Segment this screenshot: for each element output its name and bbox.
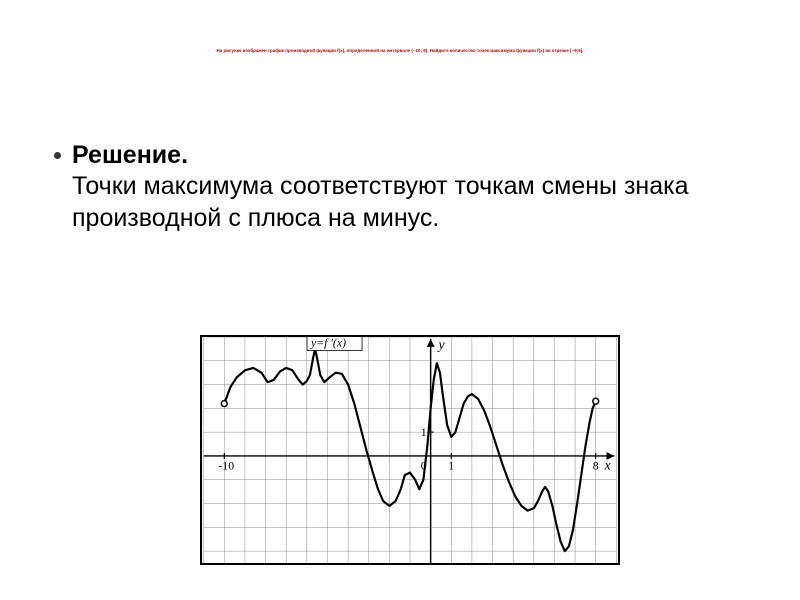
solution-text: Решение. Точки максимума соответствуют т… <box>72 140 740 234</box>
derivative-graph: -10 0 1 1 8x y y=f ′(x) <box>200 335 620 565</box>
bullet-icon <box>54 152 61 159</box>
problem-statement: На рисунке изображен график производной … <box>80 48 720 53</box>
svg-text:y: y <box>436 337 445 352</box>
svg-text:8: 8 <box>593 459 599 473</box>
solution-title: Решение. <box>72 141 188 169</box>
solution-block: Решение. Точки максимума соответствуют т… <box>72 140 740 234</box>
svg-text:x: x <box>604 458 611 473</box>
svg-text:1: 1 <box>421 425 427 439</box>
svg-text:1: 1 <box>448 459 454 473</box>
svg-text:-10: -10 <box>218 459 234 473</box>
svg-text:y=f ′(x): y=f ′(x) <box>310 337 346 350</box>
graph-svg: -10 0 1 1 8x y y=f ′(x) <box>202 337 618 563</box>
solution-body: Точки максимума соответствуют точкам сме… <box>72 172 689 231</box>
svg-text:0: 0 <box>421 459 427 473</box>
